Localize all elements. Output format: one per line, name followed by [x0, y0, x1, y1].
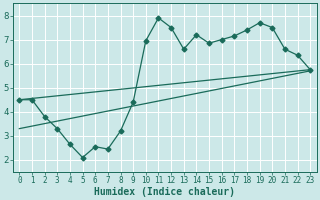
X-axis label: Humidex (Indice chaleur): Humidex (Indice chaleur)	[94, 186, 235, 197]
